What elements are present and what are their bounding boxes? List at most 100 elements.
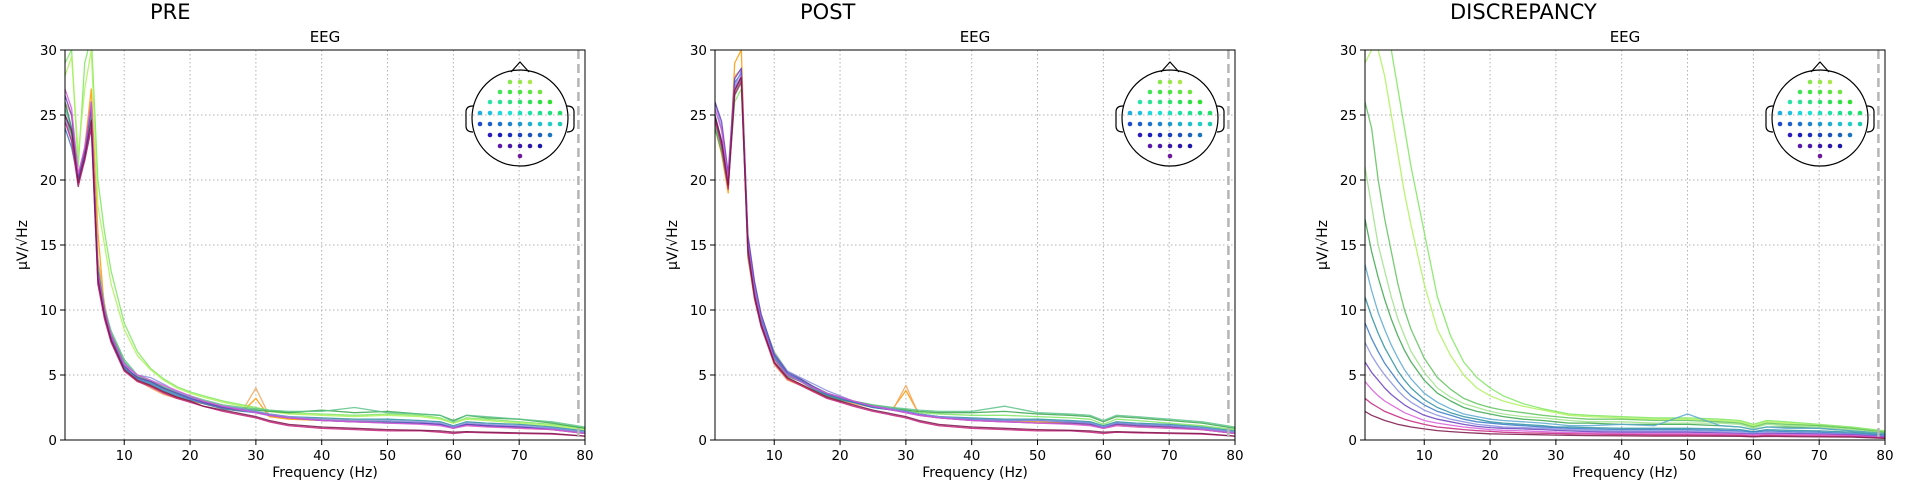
x-tick-label: 50 xyxy=(1029,448,1046,464)
x-tick-label: 60 xyxy=(1095,448,1112,464)
sensor-dot xyxy=(557,110,563,116)
x-axis-label: Frequency (Hz) xyxy=(1572,465,1678,480)
x-tick-label: 60 xyxy=(445,448,462,464)
sensor-dot xyxy=(1847,99,1853,105)
y-tick-label: 5 xyxy=(698,368,707,384)
sensor-dot xyxy=(1147,143,1153,149)
x-tick-label: 10 xyxy=(116,448,133,464)
x-axis-label: Frequency (Hz) xyxy=(922,465,1028,480)
sensor-dot xyxy=(1177,143,1183,149)
sensor-dot xyxy=(1187,132,1193,138)
sensor-dot xyxy=(527,143,533,149)
x-tick-label: 20 xyxy=(831,448,848,464)
sensor-dot xyxy=(1837,110,1843,116)
sensor-dot xyxy=(1797,110,1803,116)
sensor-dot xyxy=(487,99,493,105)
sensor-dot xyxy=(1797,99,1803,105)
sensor-dot xyxy=(547,110,553,116)
x-tick-label: 30 xyxy=(897,448,914,464)
sensor-dot xyxy=(1187,89,1193,95)
sensor-dot xyxy=(1817,143,1823,149)
sensor-dot xyxy=(1827,110,1833,116)
sensor-topomap-inset xyxy=(1765,61,1875,167)
x-tick-label: 20 xyxy=(1481,448,1498,464)
psd-traces xyxy=(1365,50,1885,440)
psd-trace-0 xyxy=(1365,50,1885,432)
sensor-dot xyxy=(517,99,523,105)
x-tick-label: 70 xyxy=(511,448,528,464)
sensor-dot xyxy=(1177,99,1183,105)
psd-trace-5 xyxy=(1365,264,1885,435)
x-tick-label: 50 xyxy=(379,448,396,464)
psd-trace-4 xyxy=(1365,218,1885,435)
sensor-dot xyxy=(1147,132,1153,138)
y-tick-label: 10 xyxy=(40,303,57,319)
x-tick-label: 40 xyxy=(313,448,330,464)
sensor-dot xyxy=(537,132,543,138)
y-tick-label: 25 xyxy=(40,108,57,124)
sensor-dot xyxy=(1837,132,1843,138)
y-axis-label: µV/√Hz xyxy=(665,220,681,270)
sensor-dot xyxy=(1817,121,1823,127)
sensor-dot xyxy=(1857,110,1863,116)
psd-trace-8 xyxy=(65,114,585,433)
x-tick-label: 40 xyxy=(1613,448,1630,464)
x-tick-label: 10 xyxy=(1416,448,1433,464)
sensor-dot xyxy=(527,132,533,138)
sensor-dot xyxy=(1137,99,1143,105)
x-tick-label: 50 xyxy=(1679,448,1696,464)
sensor-dot xyxy=(517,132,523,138)
sensor-dot xyxy=(507,143,513,149)
y-tick-label: 15 xyxy=(1340,238,1357,254)
sensor-dot xyxy=(1127,110,1133,116)
sensor-dot xyxy=(1207,121,1213,127)
head-left-ear xyxy=(1765,105,1774,133)
sensor-dot xyxy=(537,143,543,149)
sensor-dot xyxy=(1157,110,1163,116)
sensor-dot xyxy=(1167,79,1173,85)
y-tick-label: 5 xyxy=(1348,368,1357,384)
y-tick-label: 20 xyxy=(1340,173,1357,189)
psd-trace-3 xyxy=(65,50,585,431)
y-tick-label: 30 xyxy=(690,43,707,59)
sensor-dot xyxy=(1817,99,1823,105)
sensor-dot xyxy=(1177,110,1183,116)
sensor-dot xyxy=(1817,110,1823,116)
sensor-dot xyxy=(1787,121,1793,127)
psd-trace-11 xyxy=(1365,397,1885,439)
head-outline xyxy=(1771,69,1869,167)
psd-trace-2 xyxy=(1365,101,1885,433)
sensor-dot xyxy=(1177,132,1183,138)
sensor-dot xyxy=(497,110,503,116)
psd-panel-2: EEG 10 20 30 40 50 60 70 80 0 5 10 15 20 25 30 Frequency… xyxy=(1315,28,1894,480)
head-left-ear xyxy=(1115,105,1124,133)
y-axis-label: µV/√Hz xyxy=(1315,220,1331,270)
y-tick-label: 15 xyxy=(690,238,707,254)
head-nose xyxy=(1810,61,1830,73)
sensor-dot xyxy=(1797,89,1803,95)
sensor-dot xyxy=(487,110,493,116)
sensor-dot xyxy=(1167,89,1173,95)
sensor-dot xyxy=(1137,110,1143,116)
sensor-dot xyxy=(1837,99,1843,105)
sensor-dot xyxy=(497,99,503,105)
head-nose xyxy=(510,61,530,73)
y-tick-label: 0 xyxy=(698,433,707,449)
sensor-dot xyxy=(487,121,493,127)
sensor-dot xyxy=(1177,79,1183,85)
psd-panel-1: EEG 10 20 30 40 50 60 70 80 0 5 10 15 20 25 30 Frequency… xyxy=(665,28,1244,480)
sensor-dot xyxy=(547,99,553,105)
sensor-dot xyxy=(1157,132,1163,138)
sensor-dot xyxy=(1167,99,1173,105)
psd-trace-11 xyxy=(65,121,585,437)
sensor-dot xyxy=(547,121,553,127)
sensor-dot xyxy=(1827,79,1833,85)
sensor-dot xyxy=(1827,121,1833,127)
head-right-ear xyxy=(1216,105,1225,133)
sensor-dot xyxy=(517,121,523,127)
sensor-dot xyxy=(547,132,553,138)
sensor-dot xyxy=(507,89,513,95)
sensor-dot xyxy=(487,132,493,138)
